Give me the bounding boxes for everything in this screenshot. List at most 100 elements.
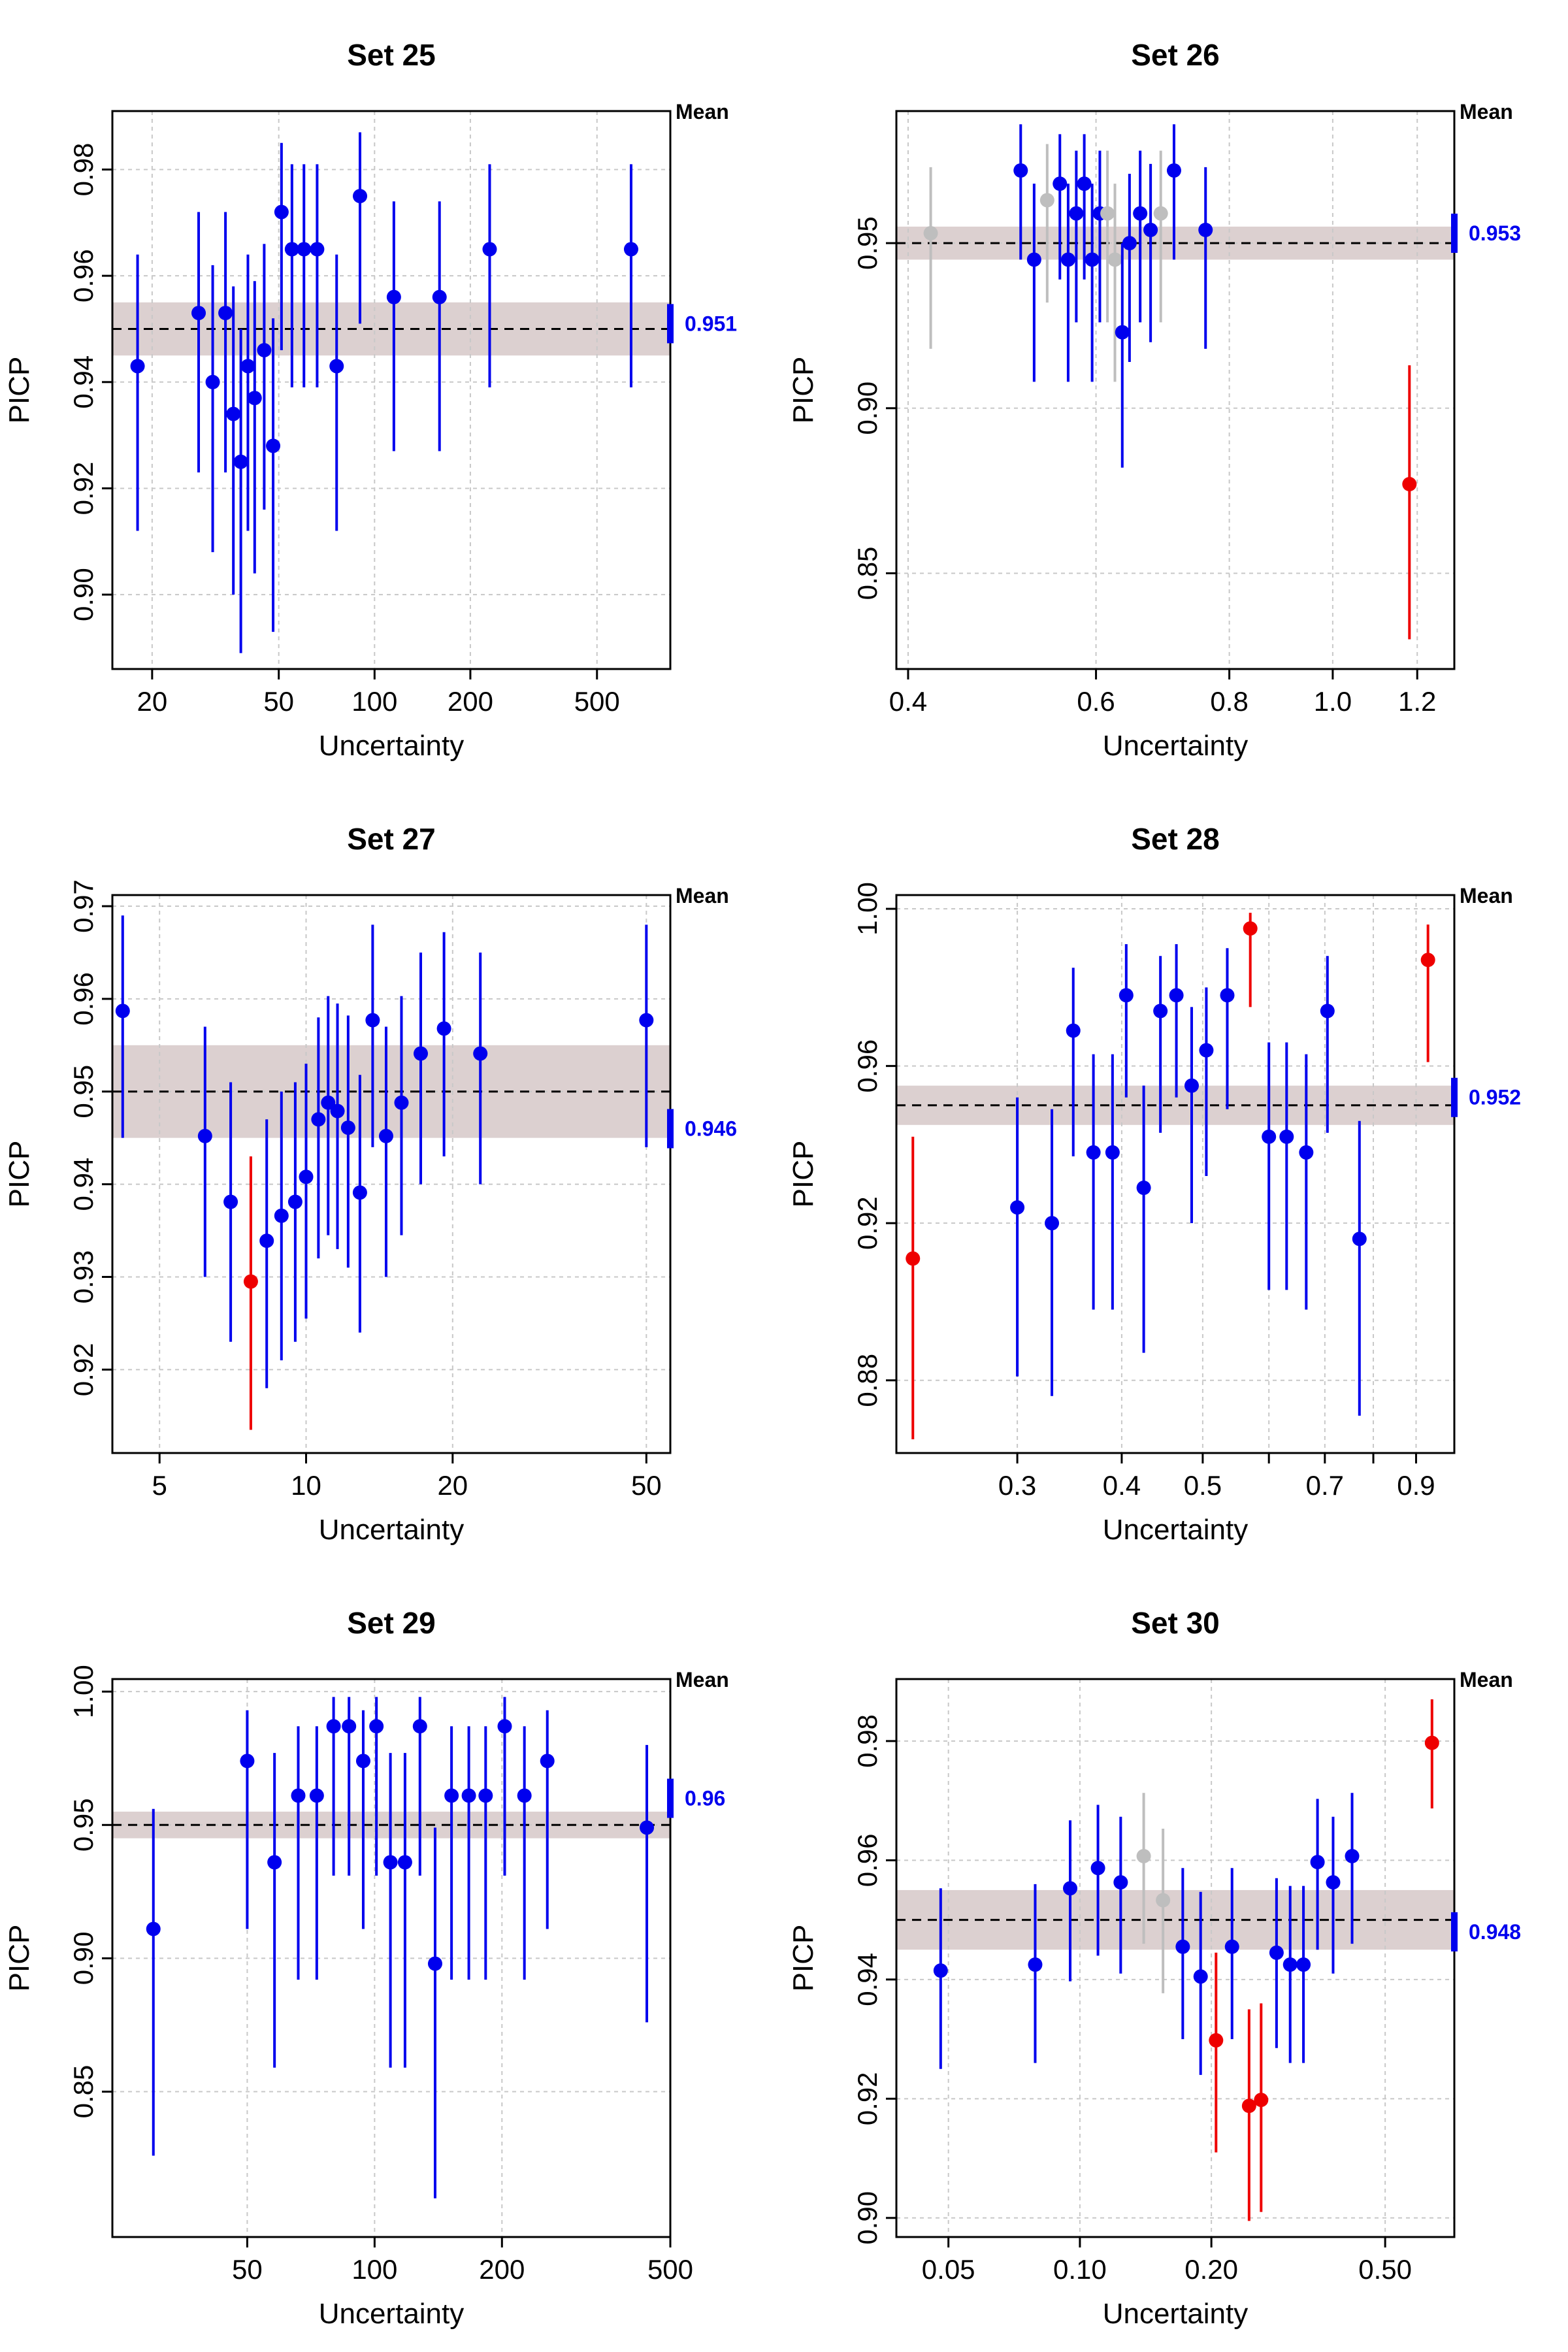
y-tick-label: 0.92 [852,2072,883,2125]
y-tick-label: 0.90 [68,568,99,621]
y-tick-label: 0.92 [68,462,99,515]
point-marker [257,343,272,357]
mean-value: 0.951 [685,312,737,335]
data-point [923,167,938,349]
data-point [640,1744,655,2023]
data-point [482,164,497,387]
point-marker [369,1719,384,1734]
point-marker [1105,1145,1120,1160]
data-point [1282,1886,1298,2063]
data-point [1326,1816,1341,1974]
data-point [1169,944,1184,1098]
point-marker [267,1855,282,1870]
point-marker [330,1103,345,1119]
point-marker [274,204,289,220]
y-tick-label: 1.00 [852,882,883,936]
x-tick-label: 500 [647,2254,693,2285]
point-marker [1169,988,1184,1003]
data-point [1010,1097,1025,1377]
point-marker [352,1185,367,1200]
data-point [267,1753,282,2068]
point-marker [1420,953,1435,968]
point-marker [205,374,220,389]
data-point [369,1697,384,1876]
point-marker [218,306,233,321]
data-point [1166,124,1181,260]
data-point [1122,174,1137,363]
data-point [226,286,241,595]
point-marker [223,1194,238,1209]
x-tick-label: 0.6 [1077,686,1115,717]
x-axis-label: Uncertainty [1103,1514,1249,1546]
data-point [1243,913,1258,1007]
point-marker [287,1194,302,1209]
mean-value: 0.96 [685,1786,725,1810]
point-marker [1122,236,1137,251]
point-marker [240,1754,255,1769]
y-axis-label: PICP [3,357,35,424]
point-marker [1115,325,1130,340]
point-marker [1193,1969,1208,1984]
point-marker [397,1855,412,1870]
point-marker [240,359,255,374]
data-point [461,1726,476,1980]
y-tick-label: 0.98 [852,1714,883,1768]
target-band [896,1889,1454,1950]
data-point [321,996,336,1235]
data-point [1136,1793,1151,1944]
chart-panel-5: 50 100 200 500 0.85 0.90 0.95 1.00 Set 29 Uncerta… [3,1606,729,2330]
data-point [378,1026,393,1277]
mean-header: Mean [1460,100,1513,123]
x-tick-label: 200 [479,2254,525,2285]
mean-value: 0.948 [1469,1920,1521,1944]
point-marker [1156,1893,1171,1908]
data-point [1039,144,1054,303]
data-point [473,952,488,1184]
data-point [540,1710,555,1929]
data-point [243,1156,258,1430]
data-point [240,254,255,531]
y-tick-label: 0.96 [68,972,99,1026]
point-marker [386,289,401,304]
point-marker [923,225,938,240]
data-point [1254,2003,1269,2212]
data-point [414,952,429,1184]
point-marker [1184,1078,1199,1093]
mean-value: 0.952 [1469,1086,1521,1109]
data-point [355,1710,370,1929]
data-point [284,164,299,387]
point-marker [1119,988,1134,1003]
plot-frame [895,1678,1456,2238]
point-marker [130,359,145,374]
data-point [291,1726,306,1980]
y-axis-label: PICP [787,1141,819,1208]
data-point [1269,1878,1284,2048]
point-marker [311,1112,326,1127]
x-tick-label: 0.50 [1358,2254,1412,2285]
data-point [1113,1816,1128,1974]
point-marker [432,289,447,304]
data-point [1156,1829,1171,1993]
data-point [287,1082,302,1342]
point-marker [906,1251,921,1266]
data-point [259,1119,274,1388]
data-point [1296,1886,1311,2063]
data-point [1045,1109,1060,1396]
point-marker [1153,1004,1168,1019]
point-marker [383,1855,398,1870]
data-point [639,924,654,1147]
point-marker [623,242,638,257]
y-tick-label: 0.88 [852,1354,883,1407]
data-point [432,201,447,451]
point-marker [1063,1881,1078,1896]
point-marker [1352,1232,1367,1247]
point-marker [394,1095,409,1110]
chart-panel-2: 0.4 0.6 0.8 1.0 1.2 0.85 0.90 0.95 Set 26 Uncerta… [787,38,1521,762]
point-marker [378,1128,393,1143]
point-marker [191,306,206,321]
y-axis-label: PICP [787,1925,819,1992]
point-marker [473,1046,488,1061]
data-point [478,1726,493,1980]
point-marker [1243,921,1258,936]
data-point [1209,1952,1224,2153]
